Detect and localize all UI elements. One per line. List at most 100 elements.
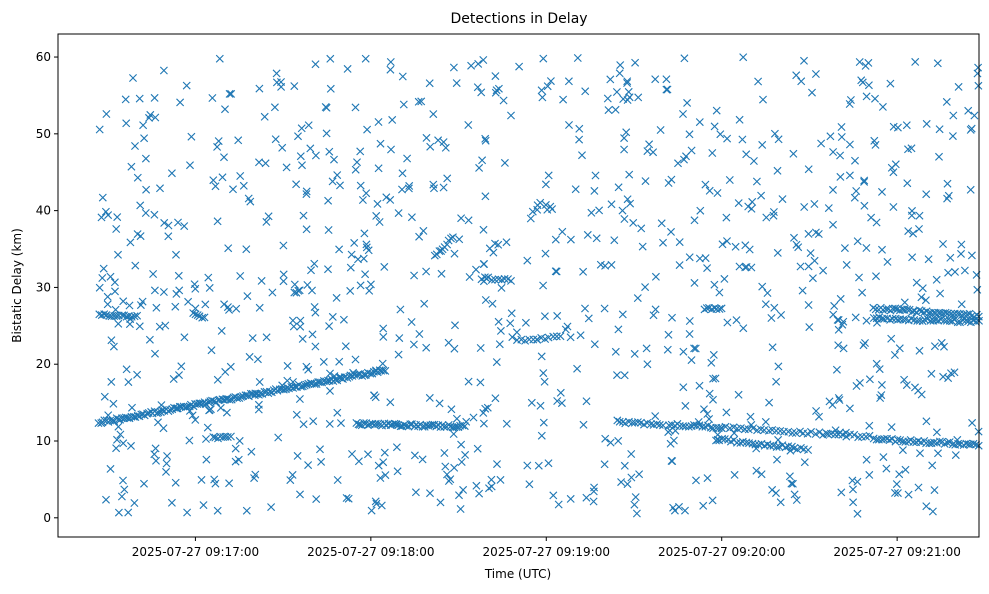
data-point bbox=[326, 386, 334, 395]
data-point bbox=[500, 158, 509, 167]
data-point bbox=[467, 61, 476, 70]
data-point bbox=[754, 440, 763, 449]
y-tick-label: 40 bbox=[36, 204, 51, 218]
data-point bbox=[333, 171, 342, 180]
data-point bbox=[221, 367, 230, 376]
data-point bbox=[549, 491, 558, 500]
data-point bbox=[189, 309, 198, 318]
scatter-marks bbox=[94, 53, 983, 518]
data-point bbox=[441, 143, 450, 152]
data-point bbox=[507, 111, 515, 120]
data-point bbox=[326, 84, 335, 93]
data-point bbox=[675, 261, 684, 270]
data-point bbox=[761, 417, 770, 426]
data-point bbox=[642, 344, 651, 353]
data-point bbox=[695, 381, 704, 390]
data-point bbox=[217, 326, 226, 335]
data-point bbox=[664, 330, 673, 339]
data-point bbox=[679, 347, 688, 356]
data-point bbox=[190, 280, 199, 289]
data-point bbox=[111, 305, 120, 314]
data-point bbox=[303, 281, 312, 289]
data-point bbox=[808, 274, 817, 283]
data-point bbox=[853, 477, 862, 486]
data-point bbox=[869, 303, 878, 312]
data-point bbox=[607, 200, 616, 209]
data-point bbox=[461, 450, 470, 459]
data-point bbox=[199, 501, 208, 510]
data-point bbox=[223, 303, 232, 312]
data-point bbox=[893, 123, 902, 132]
data-point bbox=[479, 419, 488, 428]
data-point bbox=[124, 378, 133, 387]
data-point bbox=[335, 245, 344, 254]
data-point bbox=[441, 462, 450, 471]
data-point bbox=[845, 140, 854, 149]
data-point bbox=[479, 56, 488, 64]
data-point bbox=[207, 346, 216, 355]
data-point bbox=[239, 181, 248, 190]
data-point bbox=[420, 299, 429, 308]
data-point bbox=[790, 490, 799, 499]
data-point bbox=[205, 283, 214, 292]
data-point bbox=[717, 304, 726, 313]
data-point bbox=[359, 254, 368, 263]
data-point bbox=[655, 420, 664, 429]
data-point bbox=[967, 251, 976, 260]
data-point bbox=[862, 244, 871, 252]
data-point bbox=[294, 286, 303, 295]
data-point bbox=[745, 245, 754, 254]
data-point bbox=[103, 300, 112, 309]
data-point bbox=[208, 396, 216, 405]
data-point bbox=[355, 420, 364, 429]
data-point bbox=[152, 303, 161, 312]
data-point bbox=[541, 200, 550, 209]
data-point bbox=[842, 260, 851, 269]
data-point bbox=[227, 89, 236, 98]
data-point bbox=[180, 333, 189, 342]
data-point bbox=[927, 369, 936, 378]
data-point bbox=[611, 105, 620, 114]
data-point bbox=[710, 122, 719, 131]
data-point bbox=[145, 335, 154, 344]
data-point bbox=[817, 139, 826, 148]
data-point bbox=[491, 88, 500, 97]
data-point bbox=[891, 304, 900, 313]
data-point bbox=[669, 503, 678, 512]
data-point bbox=[451, 321, 459, 330]
data-point bbox=[695, 118, 704, 127]
data-point bbox=[781, 443, 790, 452]
data-point bbox=[98, 274, 107, 282]
data-point bbox=[723, 318, 732, 327]
data-point bbox=[222, 408, 231, 417]
data-point bbox=[948, 132, 957, 141]
data-point bbox=[800, 56, 808, 65]
data-point bbox=[912, 278, 921, 287]
data-point bbox=[720, 274, 729, 283]
data-point bbox=[444, 338, 453, 347]
data-point bbox=[845, 171, 854, 180]
data-point bbox=[356, 181, 365, 190]
data-point bbox=[774, 362, 783, 371]
data-point bbox=[377, 501, 386, 510]
data-point bbox=[806, 249, 815, 258]
data-point bbox=[299, 211, 308, 220]
data-point bbox=[935, 437, 944, 446]
data-point bbox=[934, 316, 943, 325]
data-point bbox=[322, 129, 331, 138]
data-point bbox=[234, 136, 243, 145]
data-point bbox=[283, 361, 292, 370]
data-point bbox=[118, 311, 127, 320]
data-point bbox=[502, 238, 511, 247]
data-point bbox=[700, 405, 708, 414]
data-point bbox=[95, 283, 104, 292]
data-point bbox=[154, 408, 163, 417]
data-point bbox=[127, 162, 136, 171]
data-point bbox=[167, 498, 176, 507]
data-point bbox=[961, 316, 970, 325]
data-point bbox=[160, 218, 169, 227]
data-point bbox=[662, 85, 671, 94]
data-point bbox=[886, 79, 895, 88]
data-point bbox=[632, 509, 641, 518]
data-point bbox=[387, 145, 395, 154]
